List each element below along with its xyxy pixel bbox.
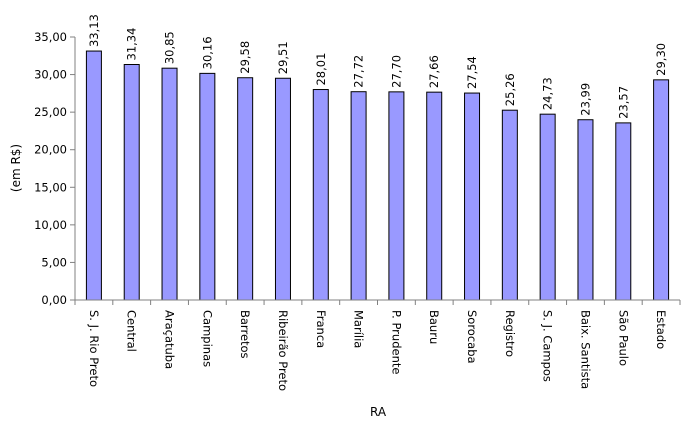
y-axis-title: (em R$) (9, 144, 23, 192)
data-label: 29,30 (654, 43, 668, 76)
y-tick-label: 30,00 (34, 68, 67, 82)
bar (350, 91, 367, 301)
category-label: Barretos (238, 310, 252, 359)
bar (388, 91, 405, 301)
bar (199, 72, 216, 301)
y-tick-label: 0,00 (41, 293, 67, 307)
bar (274, 77, 291, 301)
category-label: Bauru (427, 310, 441, 344)
category-label: S. J. Campos (541, 310, 555, 382)
bar (653, 79, 670, 301)
data-label: 29,58 (238, 41, 252, 74)
category-label: Araçatuba (163, 310, 177, 369)
data-label: 27,72 (352, 55, 366, 88)
bar (85, 50, 102, 301)
y-tick-label: 10,00 (34, 218, 67, 232)
category-label: S. J. Rio Preto (87, 310, 101, 387)
data-label: 30,16 (200, 36, 214, 69)
category-label: Baix. Santista (578, 310, 592, 389)
category-label: Campinas (200, 310, 214, 367)
data-label: 30,85 (163, 31, 177, 64)
data-label: 23,99 (578, 83, 592, 116)
bar (577, 119, 594, 301)
y-tick-label: 5,00 (41, 255, 67, 269)
bar (464, 92, 481, 301)
category-label: Sorocaba (465, 310, 479, 364)
bar (539, 113, 556, 301)
bar (161, 67, 178, 301)
y-axis-ticks: 0,00 5,00 10,00 15,00 20,00 25,00 30,00 35,00 (34, 30, 75, 307)
data-label: 29,51 (276, 41, 290, 74)
bar (237, 77, 254, 301)
data-label: 28,01 (314, 53, 328, 86)
category-label: São Paulo (616, 310, 630, 366)
y-tick-label: 25,00 (34, 105, 67, 119)
category-label: Franca (314, 310, 328, 348)
data-label: 27,66 (427, 55, 441, 88)
category-label: Registro (503, 310, 517, 357)
category-label: P. Prudente (389, 310, 403, 374)
data-label: 33,13 (87, 14, 101, 47)
data-label: 27,54 (465, 56, 479, 89)
bar (312, 89, 329, 301)
data-label: 23,57 (616, 86, 630, 119)
x-axis-title: RA (370, 405, 387, 419)
data-label: 31,34 (125, 28, 139, 61)
bar (501, 109, 518, 301)
y-tick-label: 35,00 (34, 30, 67, 44)
category-label: Marília (352, 310, 366, 348)
bar (615, 122, 632, 301)
y-tick-label: 15,00 (34, 180, 67, 194)
category-label: Ribeirão Preto (276, 310, 290, 391)
category-labels: S. J. Rio Preto Central Araçatuba Campinas B… (74, 300, 681, 391)
bar (426, 91, 443, 301)
data-labels: 33,13 31,34 30,85 30,16 29,58 29,51 28,01 27,72… (87, 14, 668, 119)
category-label: Estado (654, 310, 668, 349)
data-label: 24,73 (541, 77, 555, 110)
bar (123, 64, 140, 301)
data-label: 27,70 (389, 55, 403, 88)
data-label: 25,26 (503, 73, 517, 106)
category-label: Central (125, 310, 139, 352)
y-tick-label: 20,00 (34, 143, 67, 157)
